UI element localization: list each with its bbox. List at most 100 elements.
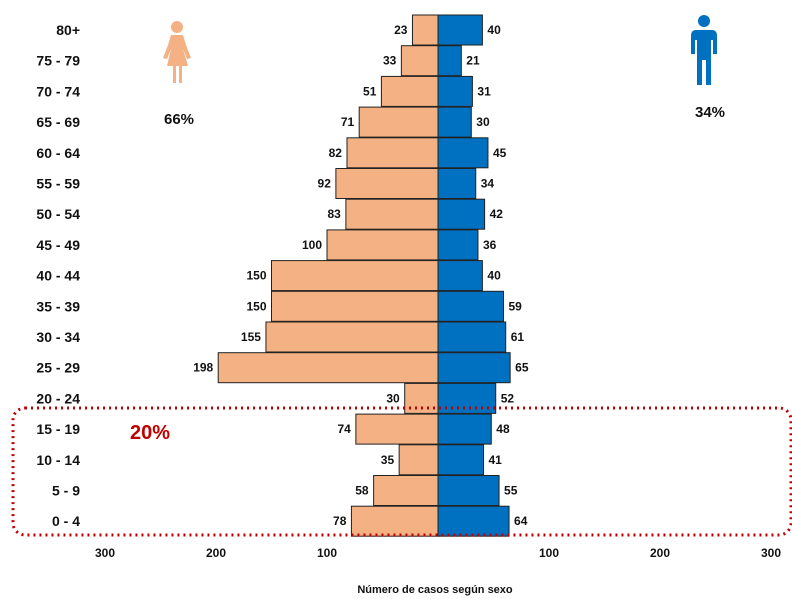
- age-group-label: 80+: [56, 22, 80, 38]
- female-value-label: 83: [328, 207, 342, 221]
- male-bar: [437, 444, 485, 476]
- female-value-label: 71: [341, 115, 355, 129]
- female-value-label: 33: [383, 54, 397, 68]
- female-value-label: 198: [193, 361, 213, 375]
- male-value-label: 59: [508, 299, 522, 313]
- female-bar: [350, 505, 439, 537]
- female-value-label: 100: [302, 238, 322, 252]
- age-group-label: 65 - 69: [36, 114, 80, 130]
- male-bar: [437, 106, 472, 138]
- age-group-label: 50 - 54: [36, 206, 80, 222]
- male-value-label: 52: [501, 391, 515, 405]
- x-axis-label: Número de casos según sexo: [357, 584, 513, 596]
- male-bar: [437, 229, 479, 261]
- female-bar: [355, 413, 439, 445]
- age-group-label: 35 - 39: [36, 298, 80, 314]
- male-bar: [437, 352, 511, 384]
- female-bar: [326, 229, 439, 261]
- female-value-label: 150: [246, 299, 266, 313]
- highlight-percentage: 20%: [130, 422, 170, 444]
- age-group-label: 15 - 19: [36, 421, 80, 437]
- age-group-label: 25 - 29: [36, 360, 80, 376]
- male-bar: [437, 45, 462, 77]
- female-bar: [345, 198, 439, 230]
- female-value-label: 23: [394, 23, 408, 37]
- x-tick-label: 300: [761, 546, 781, 560]
- age-group-label: 10 - 14: [36, 452, 80, 468]
- age-group-label: 45 - 49: [36, 237, 80, 253]
- male-bar: [437, 505, 510, 537]
- age-group-label: 30 - 34: [36, 329, 80, 345]
- male-bar: [437, 475, 500, 506]
- female-percentage: 66%: [164, 111, 194, 128]
- male-bar: [437, 14, 483, 46]
- male-bar: [437, 75, 473, 107]
- x-tick-label: 300: [95, 546, 115, 560]
- age-group-label: 5 - 9: [52, 483, 80, 499]
- age-group-label: 0 - 4: [52, 513, 80, 529]
- male-bar: [437, 321, 507, 353]
- female-bar: [411, 14, 439, 46]
- male-value-label: 55: [504, 484, 518, 498]
- female-bar: [335, 168, 439, 199]
- x-tick-label: 200: [650, 546, 670, 560]
- female-bar: [358, 106, 439, 138]
- female-bar: [265, 321, 439, 353]
- male-value-label: 34: [481, 177, 495, 191]
- male-value-label: 64: [514, 514, 528, 528]
- male-value-label: 40: [487, 23, 501, 37]
- age-group-label: 60 - 64: [36, 145, 80, 161]
- female-bar: [346, 137, 439, 169]
- female-value-label: 155: [241, 330, 261, 344]
- male-bar: [437, 198, 486, 230]
- man-icon: [691, 15, 717, 85]
- female-value-label: 74: [338, 422, 352, 436]
- female-bar: [271, 260, 439, 292]
- woman-icon: [163, 21, 191, 83]
- labels-layer: 80+ 23 40 75 - 79 33 21 70 - 74 51 31 65 - 69 71 30…: [36, 22, 528, 529]
- x-tick-label: 100: [539, 546, 559, 560]
- male-bar: [437, 382, 497, 414]
- x-axis-ticks: 300 200 100 100 200 300: [95, 546, 781, 560]
- male-bar: [437, 137, 489, 169]
- male-bar: [437, 260, 483, 292]
- age-group-label: 40 - 44: [36, 268, 80, 284]
- age-group-label: 20 - 24: [36, 390, 80, 406]
- female-value-label: 92: [318, 177, 332, 191]
- female-bar: [271, 290, 439, 322]
- male-bar: [437, 413, 492, 445]
- bars-layer: [217, 14, 511, 537]
- male-value-label: 21: [466, 54, 480, 68]
- male-bar: [437, 290, 504, 322]
- female-value-label: 82: [329, 146, 343, 160]
- male-percentage: 34%: [695, 104, 725, 121]
- male-value-label: 31: [477, 84, 491, 98]
- male-value-label: 45: [493, 146, 507, 160]
- female-value-label: 58: [355, 484, 369, 498]
- female-value-label: 35: [381, 453, 395, 467]
- female-bar: [380, 75, 439, 107]
- female-bar: [400, 45, 439, 77]
- male-value-label: 36: [483, 238, 497, 252]
- male-value-label: 30: [476, 115, 490, 129]
- male-value-label: 42: [490, 207, 504, 221]
- female-bar: [373, 475, 439, 506]
- age-group-label: 55 - 59: [36, 176, 80, 192]
- male-value-label: 40: [487, 269, 501, 283]
- male-bar: [437, 168, 477, 199]
- age-group-label: 75 - 79: [36, 53, 80, 69]
- female-value-label: 150: [246, 269, 266, 283]
- x-tick-label: 100: [317, 546, 337, 560]
- female-value-label: 30: [386, 391, 400, 405]
- x-tick-label: 200: [206, 546, 226, 560]
- female-bar: [217, 352, 439, 384]
- female-bar: [398, 444, 439, 476]
- female-value-label: 51: [363, 84, 377, 98]
- male-value-label: 61: [511, 330, 525, 344]
- male-value-label: 65: [515, 361, 529, 375]
- female-value-label: 78: [333, 514, 347, 528]
- male-value-label: 48: [496, 422, 510, 436]
- age-group-label: 70 - 74: [36, 83, 80, 99]
- male-value-label: 41: [489, 453, 503, 467]
